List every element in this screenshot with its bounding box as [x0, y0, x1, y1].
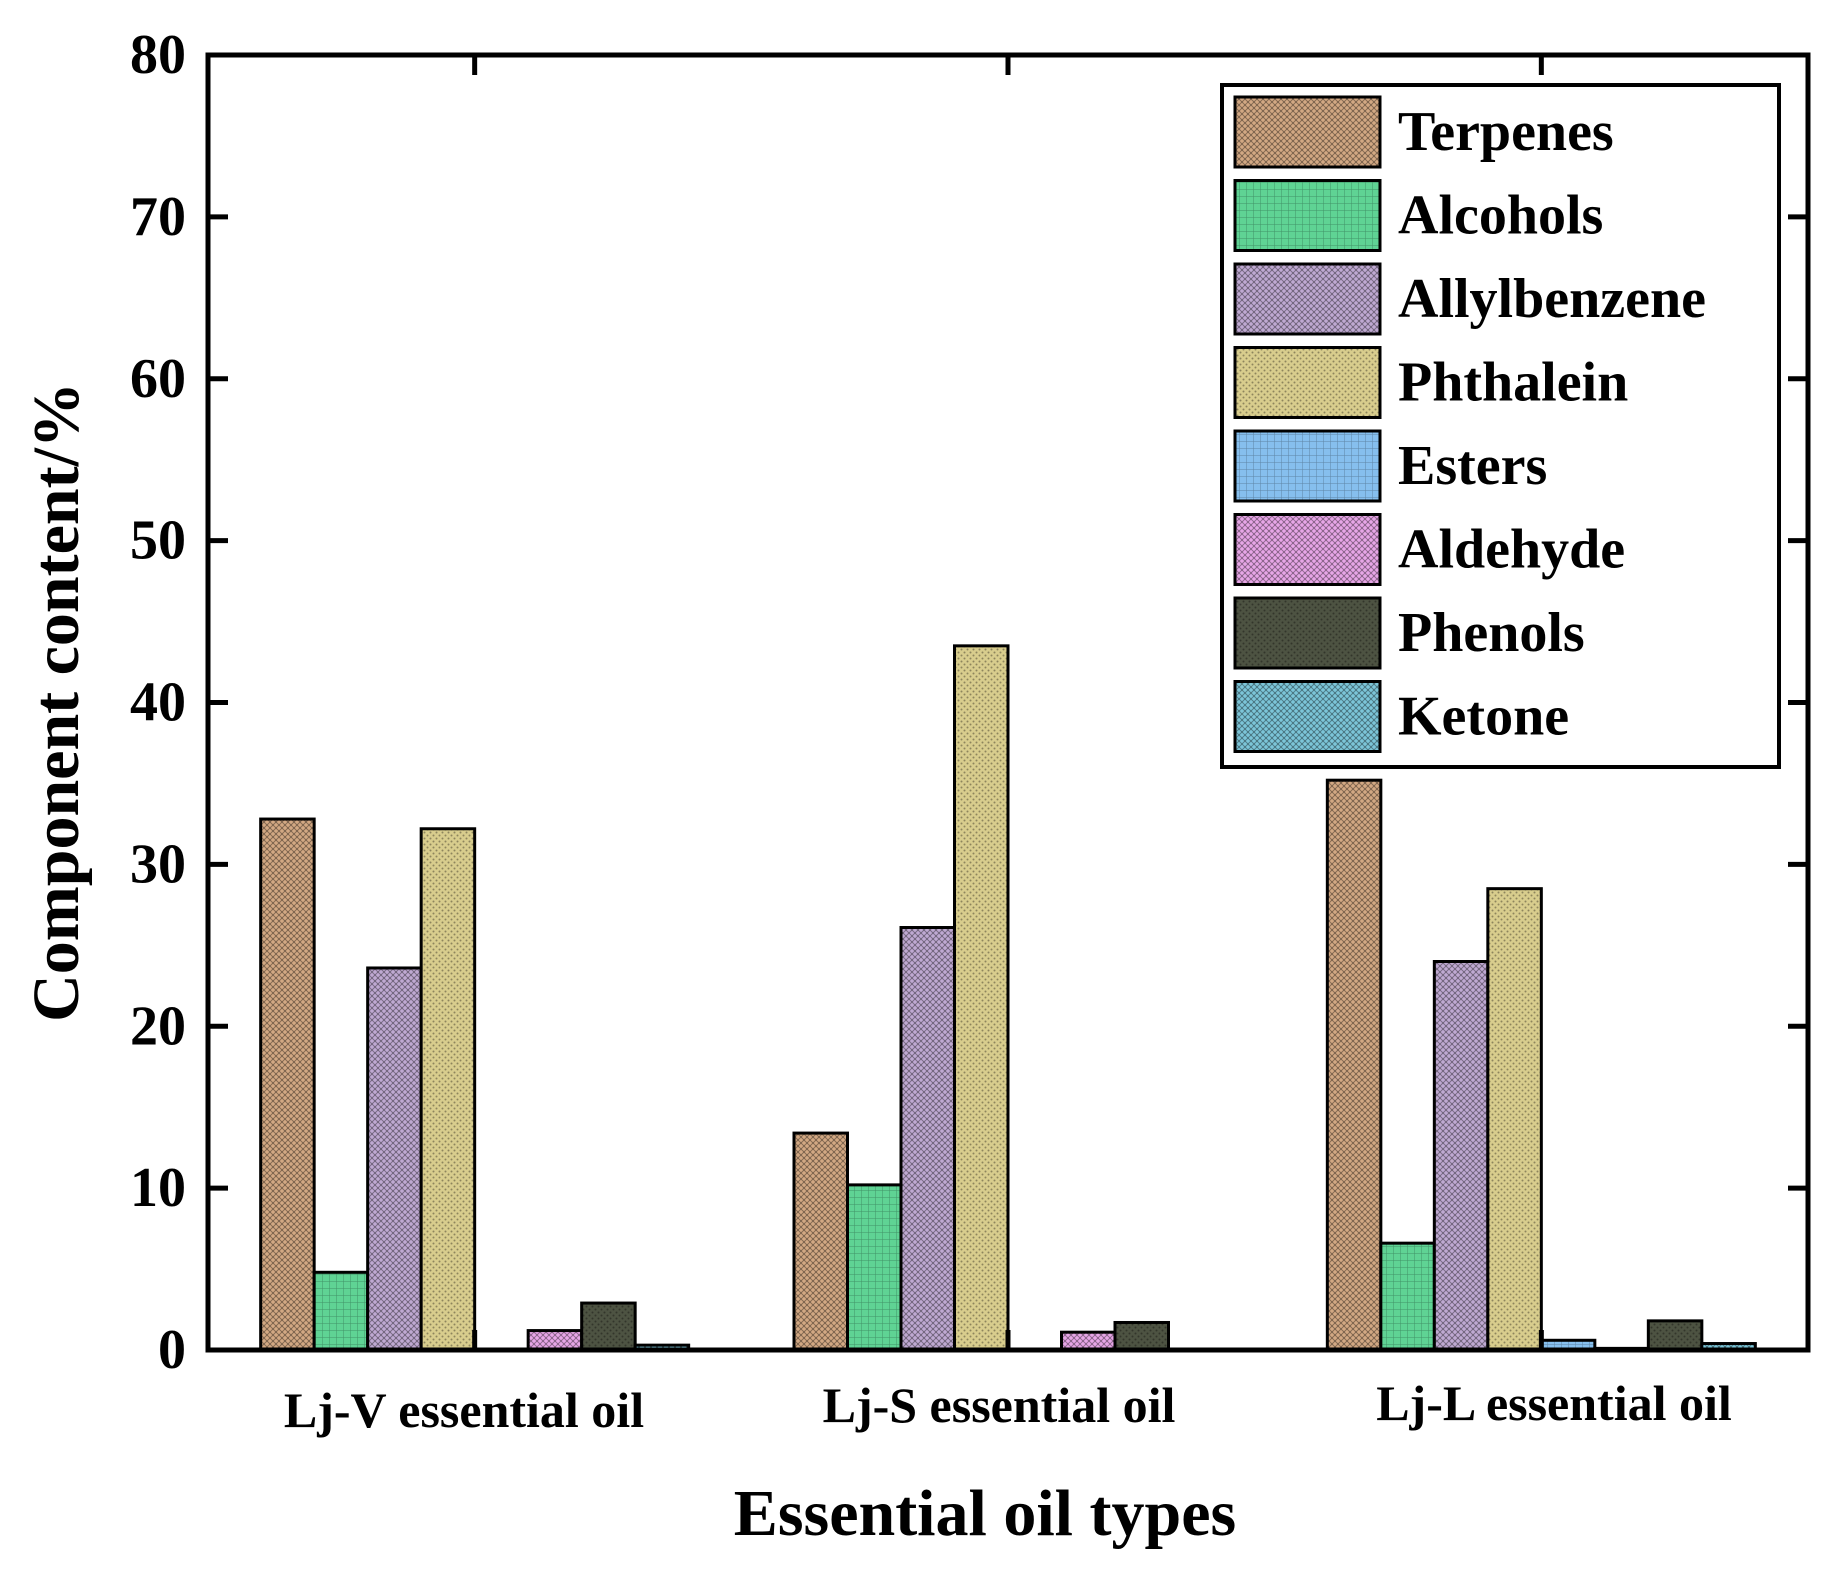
- legend-label: Phenols: [1398, 602, 1585, 664]
- plot-frame: [205, 52, 1811, 1353]
- bar-pattern: [1379, 1241, 1436, 1352]
- y-tick-label: 30: [130, 833, 186, 895]
- axis-ticks: 0 10 20 30 40 50 60 70 80: [130, 24, 1808, 1381]
- legend-item: Phthalein: [1233, 346, 1628, 419]
- bar-pattern: [1432, 960, 1490, 1352]
- category-labels: Lj-V essential oil Lj-S essential oil Lj…: [284, 1375, 1732, 1438]
- legend-swatch-pattern: [1233, 262, 1382, 336]
- bar-allylbenzene: [899, 926, 956, 1352]
- y-axis-title: Component content/%: [20, 382, 93, 1022]
- bar-pattern: [526, 1329, 584, 1352]
- category-label: Lj-L essential oil: [1376, 1375, 1732, 1431]
- bar-phthalein: [419, 827, 477, 1352]
- bar-terpenes: [1325, 778, 1383, 1352]
- legend-label: Aldehyde: [1398, 519, 1625, 581]
- bar-pattern: [899, 926, 956, 1352]
- bar-phenols: [1646, 1319, 1704, 1352]
- legend-swatch-pattern: [1233, 596, 1382, 670]
- y-tick-label: 50: [130, 510, 186, 572]
- bar-phthalein: [1486, 887, 1543, 1352]
- legend-item: Phenols: [1233, 596, 1585, 670]
- bar-pattern: [580, 1301, 637, 1352]
- legend-label: Ketone: [1398, 686, 1569, 748]
- bars-layer: [259, 644, 1757, 1352]
- legend-item: Allylbenzene: [1233, 262, 1706, 336]
- y-tick-label: 40: [130, 672, 186, 734]
- bar-phenols: [1113, 1320, 1170, 1352]
- y-tick-label: 10: [130, 1157, 186, 1219]
- legend-swatch-pattern: [1233, 680, 1382, 753]
- bar-pattern: [1113, 1320, 1170, 1352]
- y-tick-label: 60: [130, 348, 186, 410]
- bar-pattern: [1060, 1330, 1117, 1352]
- bar-terpenes: [259, 817, 316, 1352]
- legend-swatch-pattern: [1233, 95, 1382, 169]
- legend-item: Alcohols: [1233, 179, 1603, 252]
- bar-alcohols: [312, 1270, 370, 1352]
- bar-pattern: [366, 966, 423, 1352]
- y-tick-label: 80: [130, 24, 186, 86]
- bar-pattern: [1646, 1319, 1704, 1352]
- x-axis-title: Essential oil types: [734, 1477, 1236, 1550]
- legend-item: Terpenes: [1233, 95, 1614, 169]
- legend-swatch-pattern: [1233, 429, 1382, 503]
- legend-item: Esters: [1233, 429, 1547, 503]
- bar-allylbenzene: [366, 966, 423, 1352]
- legend-swatch-pattern: [1233, 513, 1382, 586]
- legend-item: Aldehyde: [1233, 513, 1625, 586]
- bar-alcohols: [846, 1183, 903, 1352]
- bar-pattern: [312, 1270, 370, 1352]
- bar-phenols: [580, 1301, 637, 1352]
- legend-swatch-pattern: [1233, 179, 1382, 252]
- category-label: Lj-V essential oil: [284, 1382, 644, 1438]
- legend-item: Ketone: [1233, 680, 1569, 753]
- category-label: Lj-S essential oil: [823, 1377, 1176, 1433]
- bar-pattern: [1486, 887, 1543, 1352]
- bar-phthalein: [953, 644, 1010, 1352]
- bar-pattern: [792, 1131, 849, 1352]
- bar-pattern: [1325, 778, 1383, 1352]
- legend-label: Allylbenzene: [1398, 268, 1706, 330]
- legend-label: Esters: [1398, 435, 1547, 497]
- bar-pattern: [953, 644, 1010, 1352]
- bar-allylbenzene: [1432, 960, 1490, 1352]
- bar-pattern: [259, 817, 316, 1352]
- bar-pattern: [846, 1183, 903, 1352]
- y-tick-label: 70: [130, 186, 186, 248]
- legend-swatch-pattern: [1233, 346, 1382, 419]
- bar-pattern: [419, 827, 477, 1352]
- bar-aldehyde: [1060, 1330, 1117, 1352]
- bar-alcohols: [1379, 1241, 1436, 1352]
- legend-label: Phthalein: [1398, 352, 1628, 414]
- legend-label: Terpenes: [1398, 101, 1614, 163]
- y-tick-label: 0: [158, 1319, 186, 1381]
- y-tick-label: 20: [130, 995, 186, 1057]
- legend: Terpenes Alcohols Allylbenzene Phthalein Est…: [1220, 83, 1781, 769]
- bar-terpenes: [792, 1131, 849, 1352]
- legend-label: Alcohols: [1398, 185, 1603, 247]
- bar-aldehyde: [526, 1329, 584, 1352]
